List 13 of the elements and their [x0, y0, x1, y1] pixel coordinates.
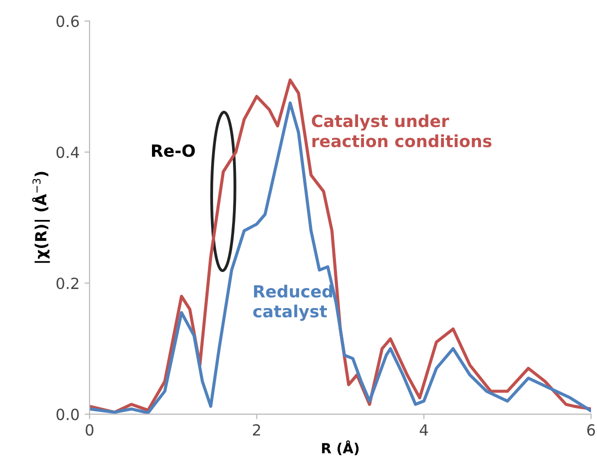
y-axis-title: |χ(R)| (Å$^{−3}$) [32, 172, 50, 263]
x-tick-label: 4 [420, 424, 428, 436]
series-label: Reduced catalyst [253, 284, 332, 321]
x-tick-label: 6 [587, 424, 595, 436]
y-tick-label: 0.6 [56, 16, 79, 28]
y-tick-label: 0.4 [56, 146, 79, 158]
y-tick-label: 0.2 [56, 278, 78, 290]
annotation: Re-O [152, 144, 195, 157]
x-tick-label: 2 [252, 424, 260, 436]
x-tick-label: 0 [86, 424, 94, 436]
series-label: Catalyst under reaction conditions [312, 114, 492, 148]
y-tick-label: 0.0 [56, 408, 79, 420]
x-axis-title: R (Å) [322, 440, 359, 456]
